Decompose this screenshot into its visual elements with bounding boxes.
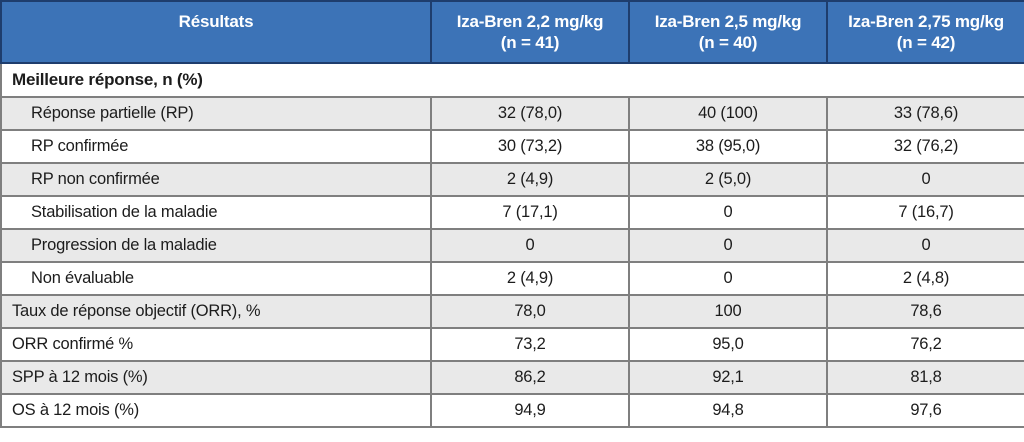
row-value: 78,6: [826, 294, 1024, 329]
row-value: 95,0: [628, 327, 828, 362]
row-value: 76,2: [826, 327, 1024, 362]
row-value: 73,2: [430, 327, 630, 362]
section-row-best-response: Meilleure réponse, n (%): [0, 62, 1024, 98]
header-dose-line1: Iza-Bren 2,2 mg/kg: [456, 12, 604, 31]
row-value: 81,8: [826, 360, 1024, 395]
header-results-label: Résultats: [178, 12, 254, 31]
header-cell-dose-2-2: Iza-Bren 2,2 mg/kg (n = 41): [430, 0, 630, 64]
header-row: Résultats Iza-Bren 2,2 mg/kg (n = 41) Iz…: [0, 0, 1024, 64]
row-value: 32 (76,2): [826, 129, 1024, 164]
table-row: RP confirmée 30 (73,2) 38 (95,0) 32 (76,…: [0, 129, 1024, 164]
table-row: Non évaluable 2 (4,9) 0 2 (4,8): [0, 261, 1024, 296]
row-label: Taux de réponse objectif (ORR), %: [0, 294, 432, 329]
header-dose-line1: Iza-Bren 2,75 mg/kg: [848, 12, 1004, 31]
row-value: 0: [826, 162, 1024, 197]
table-header: Résultats Iza-Bren 2,2 mg/kg (n = 41) Iz…: [0, 0, 1024, 64]
table-row: RP non confirmée 2 (4,9) 2 (5,0) 0: [0, 162, 1024, 197]
row-value: 92,1: [628, 360, 828, 395]
row-value: 38 (95,0): [628, 129, 828, 164]
row-value: 0: [628, 195, 828, 230]
row-label: RP confirmée: [0, 129, 432, 164]
row-value: 94,8: [628, 393, 828, 428]
row-value: 100: [628, 294, 828, 329]
row-label: OS à 12 mois (%): [0, 393, 432, 428]
header-cell-dose-2-75: Iza-Bren 2,75 mg/kg (n = 42): [826, 0, 1024, 64]
row-value: 94,9: [430, 393, 630, 428]
row-label: RP non confirmée: [0, 162, 432, 197]
row-value: 2 (4,8): [826, 261, 1024, 296]
row-value: 97,6: [826, 393, 1024, 428]
row-value: 78,0: [430, 294, 630, 329]
row-value: 7 (17,1): [430, 195, 630, 230]
row-value: 0: [628, 228, 828, 263]
row-label: SPP à 12 mois (%): [0, 360, 432, 395]
row-value: 2 (4,9): [430, 261, 630, 296]
row-value: 0: [430, 228, 630, 263]
header-cell-dose-2-5: Iza-Bren 2,5 mg/kg (n = 40): [628, 0, 828, 64]
header-dose-line2: (n = 42): [896, 33, 956, 52]
table-row: Progression de la maladie 0 0 0: [0, 228, 1024, 263]
header-dose-line2: (n = 40): [698, 33, 758, 52]
row-value: 86,2: [430, 360, 630, 395]
row-value: 0: [628, 261, 828, 296]
table-row: Réponse partielle (RP) 32 (78,0) 40 (100…: [0, 96, 1024, 131]
row-label: Progression de la maladie: [0, 228, 432, 263]
row-value: 2 (4,9): [430, 162, 630, 197]
header-dose-line1: Iza-Bren 2,5 mg/kg: [654, 12, 802, 31]
table-row: ORR confirmé % 73,2 95,0 76,2: [0, 327, 1024, 362]
row-label: ORR confirmé %: [0, 327, 432, 362]
row-value: 33 (78,6): [826, 96, 1024, 131]
table-body: Meilleure réponse, n (%) Réponse partiel…: [0, 62, 1024, 428]
row-label: Stabilisation de la maladie: [0, 195, 432, 230]
row-value: 32 (78,0): [430, 96, 630, 131]
row-label: Non évaluable: [0, 261, 432, 296]
table-row: Taux de réponse objectif (ORR), % 78,0 1…: [0, 294, 1024, 329]
header-cell-results: Résultats: [0, 0, 432, 64]
section-header-label: Meilleure réponse, n (%): [0, 62, 1024, 98]
row-value: 2 (5,0): [628, 162, 828, 197]
row-value: 0: [826, 228, 1024, 263]
header-dose-line2: (n = 41): [500, 33, 560, 52]
table-row: Stabilisation de la maladie 7 (17,1) 0 7…: [0, 195, 1024, 230]
row-value: 40 (100): [628, 96, 828, 131]
row-value: 7 (16,7): [826, 195, 1024, 230]
row-value: 30 (73,2): [430, 129, 630, 164]
row-label: Réponse partielle (RP): [0, 96, 432, 131]
table-row: SPP à 12 mois (%) 86,2 92,1 81,8: [0, 360, 1024, 395]
results-table: Résultats Iza-Bren 2,2 mg/kg (n = 41) Iz…: [0, 0, 1024, 428]
table-row: OS à 12 mois (%) 94,9 94,8 97,6: [0, 393, 1024, 428]
